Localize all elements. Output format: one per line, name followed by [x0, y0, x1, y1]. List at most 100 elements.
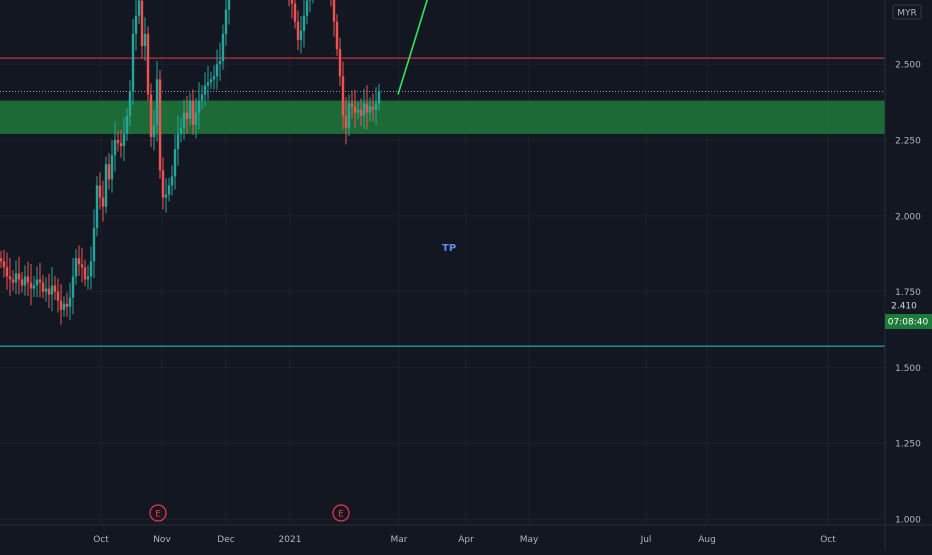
x-tick-label: May	[520, 535, 539, 545]
x-tick-label: 2021	[279, 535, 302, 545]
candle-body	[95, 185, 99, 228]
candle-body	[176, 133, 180, 150]
candle-body	[56, 291, 60, 301]
candle-body	[29, 282, 33, 289]
candle-body	[71, 276, 75, 298]
candle-body	[173, 149, 177, 177]
y-tick-label: 2.500	[895, 61, 921, 71]
candle-body	[164, 194, 168, 198]
earnings-marker-nov[interactable]: E	[149, 504, 167, 522]
candle-body	[122, 133, 126, 147]
candle-body	[137, 0, 141, 16]
candle-body	[203, 85, 207, 95]
candle-body	[143, 33, 147, 47]
time-axis[interactable]: Oct Nov Dec 2021 Mar Apr May Jul Aug Oct	[93, 535, 836, 545]
candle-body	[227, 0, 231, 10]
candle-body	[155, 79, 159, 125]
candle-body	[290, 0, 294, 4]
candle-body	[68, 297, 72, 307]
candle-body	[167, 185, 171, 195]
candle-body	[359, 109, 363, 116]
x-tick-label: Oct	[93, 535, 109, 545]
candle-body	[209, 79, 213, 83]
candle-body	[86, 276, 90, 280]
currency-label: MYR	[897, 9, 917, 19]
candle-body	[5, 267, 9, 277]
candle-body	[17, 273, 21, 280]
candle-body	[32, 285, 36, 289]
candle-body	[41, 282, 45, 292]
candle-body	[218, 61, 222, 65]
candle-body	[212, 76, 216, 80]
candle-body	[98, 185, 102, 198]
candle-body	[92, 227, 96, 262]
x-tick-label: Nov	[153, 535, 171, 545]
candle-body	[170, 176, 174, 186]
projection-line	[397, 0, 428, 95]
y-tick-label: 2.250	[895, 137, 921, 147]
candle-body	[101, 197, 105, 207]
y-tick-label: 1.500	[895, 364, 921, 374]
candle-body	[65, 303, 69, 307]
candle-body	[197, 100, 201, 113]
candle-body	[125, 115, 129, 134]
candle-body	[146, 33, 150, 95]
candle-body	[26, 276, 30, 283]
candle-body	[344, 115, 348, 128]
candle-body	[224, 9, 228, 34]
candle-body	[8, 276, 12, 280]
candle-body	[128, 91, 132, 116]
candle-body	[371, 106, 375, 110]
candle-body	[347, 103, 351, 128]
candle-body	[200, 94, 204, 101]
candle-body	[140, 0, 144, 47]
x-tick-label: Aug	[698, 535, 716, 545]
candle-body	[74, 258, 78, 277]
y-tick-label: 1.250	[895, 440, 921, 450]
price-zones	[0, 100, 885, 134]
candle-body	[113, 140, 117, 156]
x-tick-label: Apr	[458, 535, 474, 545]
countdown-tag: 07:08:40	[888, 318, 929, 328]
candle-body	[350, 103, 354, 107]
y-tick-label: 2.000	[895, 212, 921, 222]
candle-body	[131, 33, 135, 92]
candle-body	[2, 261, 6, 268]
candle-body	[53, 285, 57, 292]
candle-body	[50, 285, 54, 295]
candle-body	[305, 0, 309, 16]
candle-body	[152, 124, 156, 137]
support-zone	[0, 100, 885, 134]
candle-body	[119, 143, 123, 147]
candle-body	[293, 3, 297, 22]
candlestick-series	[0, 0, 381, 325]
x-tick-label: Oct	[820, 535, 836, 545]
candle-body	[365, 103, 369, 113]
candle-body	[206, 82, 210, 86]
currency-badge[interactable]	[892, 4, 922, 20]
candle-body	[0, 258, 3, 262]
candle-body	[296, 21, 300, 40]
candle-body	[110, 155, 114, 180]
candle-body	[161, 170, 165, 198]
candle-body	[20, 279, 24, 286]
candle-body	[80, 264, 84, 268]
earnings-circle-icon	[332, 504, 350, 522]
candle-body	[362, 103, 366, 116]
candle-body	[104, 164, 108, 207]
candle-body	[182, 112, 186, 128]
candle-body	[353, 106, 357, 113]
candle-body	[191, 100, 195, 125]
candle-body	[188, 100, 192, 119]
last-price-tag: 2.410	[891, 302, 917, 312]
candle-body	[62, 303, 66, 310]
x-tick-label: Dec	[217, 535, 234, 545]
candle-body	[356, 109, 360, 113]
candle-body	[302, 15, 306, 31]
candle-body	[308, 0, 312, 1]
candle-body	[299, 30, 303, 40]
countdown-tag-bg	[885, 314, 932, 329]
price-axis[interactable]: 4.2504.0003.7503.5003.2503.0002.7502.500…	[895, 0, 921, 526]
earnings-marker-2021[interactable]: E	[332, 504, 350, 522]
